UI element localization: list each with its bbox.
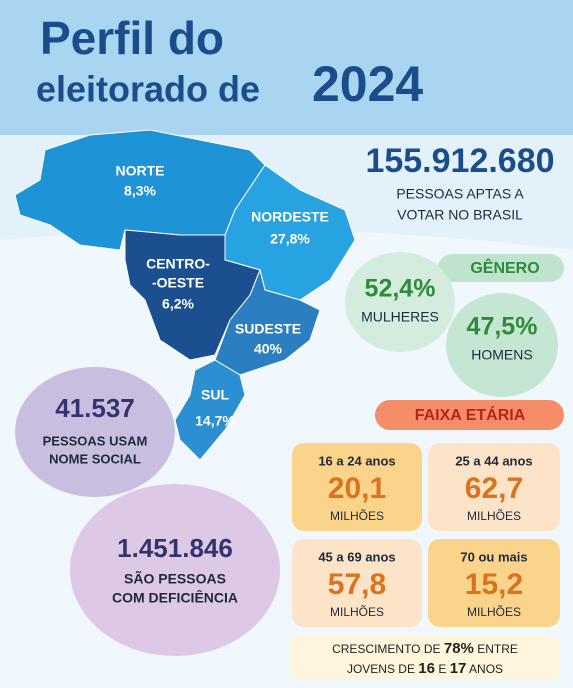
title-line2: eleitorado de: [36, 69, 260, 110]
region-name: NORTE: [116, 163, 165, 179]
disability-line: SÃO PESSOAS: [124, 570, 226, 587]
region-value: 6,2%: [162, 296, 194, 312]
age-value: 15,2: [465, 568, 523, 601]
age-unit: MILHÕES: [467, 508, 521, 523]
growth-line: CRESCIMENTO DE 78% ENTRE: [290, 639, 560, 659]
region-name: NORDESTE: [251, 209, 329, 225]
voters-number: 155.912.680: [365, 142, 554, 180]
region-value: 8,3%: [124, 183, 156, 199]
social-number: 41.537: [55, 393, 135, 423]
age-unit: MILHÕES: [330, 604, 384, 619]
growth-highlight: 17: [449, 660, 467, 677]
gender-label: HOMENS: [471, 347, 532, 363]
region-value: 40%: [254, 341, 283, 357]
growth-line: JOVENS DE 16 E 17 ANOS: [290, 659, 560, 679]
region-name: SUDESTE: [235, 321, 301, 337]
growth-note: CRESCIMENTO DE 78% ENTRE JOVENS DE 16 E …: [290, 636, 560, 680]
region-value: 14,7%: [195, 413, 235, 429]
age-tag: [375, 400, 564, 430]
social-bubble: [15, 367, 175, 497]
age-box: [292, 539, 422, 627]
header-band: [0, 0, 573, 135]
age-box: [292, 443, 422, 531]
growth-highlight: 78%: [443, 640, 474, 657]
region-name: -OESTE: [152, 275, 204, 291]
region-name: SUL: [201, 387, 229, 403]
growth-text: E: [438, 662, 447, 676]
age-unit: MILHÕES: [467, 604, 521, 619]
age-range: 45 a 69 anos: [318, 549, 395, 564]
age-range: 70 ou mais: [460, 549, 527, 564]
voters-line: PESSOAS APTAS A: [396, 186, 524, 202]
growth-text: CRESCIMENTO DE: [332, 642, 441, 656]
age-range: 16 a 24 anos: [318, 453, 395, 468]
voters-line: VOTAR NO BRASIL: [397, 207, 523, 223]
age-value: 57,8: [328, 568, 386, 601]
age-unit: MILHÕES: [330, 508, 384, 523]
social-line: NOME SOCIAL: [49, 451, 141, 466]
age-box: [428, 539, 560, 627]
disability-bubble: [70, 484, 280, 656]
gender-title: GÊNERO: [470, 258, 539, 277]
growth-text: ANOS: [469, 662, 504, 676]
age-box: [428, 443, 560, 531]
gender-value: 47,5%: [467, 313, 538, 341]
region-name: CENTRO-: [146, 256, 210, 272]
age-title: FAIXA ETÁRIA: [415, 405, 526, 424]
gender-value: 52,4%: [365, 275, 436, 303]
growth-text: ENTRE: [477, 642, 518, 656]
disability-number: 1.451.846: [117, 533, 233, 563]
age-value: 20,1: [328, 472, 386, 505]
gender-label: MULHERES: [361, 309, 439, 325]
region-value: 27,8%: [270, 231, 310, 247]
gender-tag: [438, 254, 564, 282]
growth-highlight: 16: [418, 660, 435, 677]
title-year: 2024: [312, 56, 423, 112]
gender-bubble: [345, 252, 455, 352]
region-sudeste: [214, 268, 321, 376]
region-centro-oeste: [124, 229, 261, 361]
age-range: 25 a 44 anos: [455, 453, 532, 468]
social-line: PESSOAS USAM: [43, 433, 148, 448]
disability-line: COM DEFICIÊNCIA: [112, 589, 238, 606]
growth-text: JOVENS DE: [346, 662, 415, 676]
region-sul: [174, 359, 246, 461]
gender-bubble: [446, 293, 558, 397]
title-line1: Perfil do: [40, 12, 224, 64]
age-value: 62,7: [465, 472, 523, 505]
